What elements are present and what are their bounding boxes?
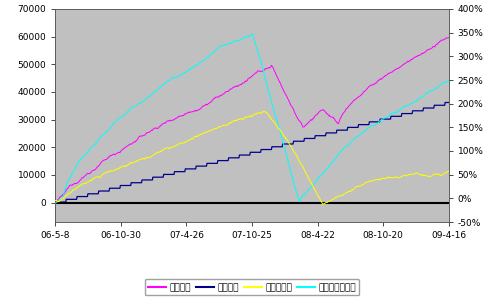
Legend: 累计资产, 累计本金, 累计收益率, 基金累计收益率: 累计资产, 累计本金, 累计收益率, 基金累计收益率 bbox=[145, 279, 359, 296]
